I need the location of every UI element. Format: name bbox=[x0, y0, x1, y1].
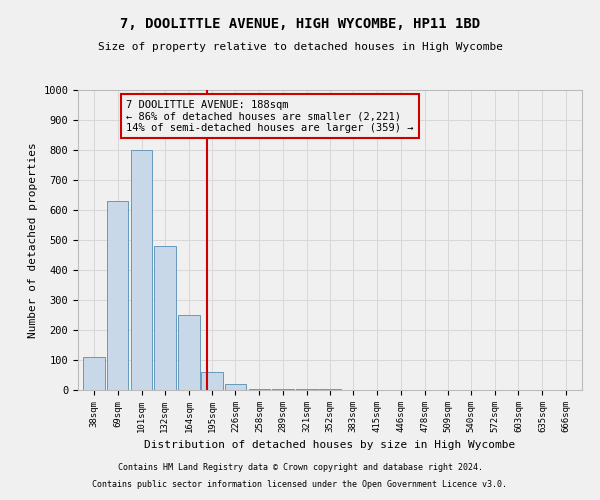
Bar bbox=[272, 388, 293, 390]
Bar bbox=[201, 372, 223, 390]
Text: 7, DOOLITTLE AVENUE, HIGH WYCOMBE, HP11 1BD: 7, DOOLITTLE AVENUE, HIGH WYCOMBE, HP11 … bbox=[120, 18, 480, 32]
Text: Size of property relative to detached houses in High Wycombe: Size of property relative to detached ho… bbox=[97, 42, 503, 52]
Bar bbox=[248, 388, 271, 390]
Bar bbox=[178, 315, 200, 390]
Bar bbox=[131, 150, 152, 390]
Y-axis label: Number of detached properties: Number of detached properties bbox=[28, 142, 38, 338]
Bar bbox=[154, 246, 176, 390]
Bar bbox=[224, 384, 247, 390]
Text: Contains HM Land Registry data © Crown copyright and database right 2024.: Contains HM Land Registry data © Crown c… bbox=[118, 464, 482, 472]
Text: Contains public sector information licensed under the Open Government Licence v3: Contains public sector information licen… bbox=[92, 480, 508, 489]
Text: 7 DOOLITTLE AVENUE: 188sqm
← 86% of detached houses are smaller (2,221)
14% of s: 7 DOOLITTLE AVENUE: 188sqm ← 86% of deta… bbox=[126, 100, 413, 133]
Bar bbox=[83, 357, 105, 390]
Bar bbox=[296, 389, 317, 390]
Bar bbox=[107, 201, 128, 390]
X-axis label: Distribution of detached houses by size in High Wycombe: Distribution of detached houses by size … bbox=[145, 440, 515, 450]
